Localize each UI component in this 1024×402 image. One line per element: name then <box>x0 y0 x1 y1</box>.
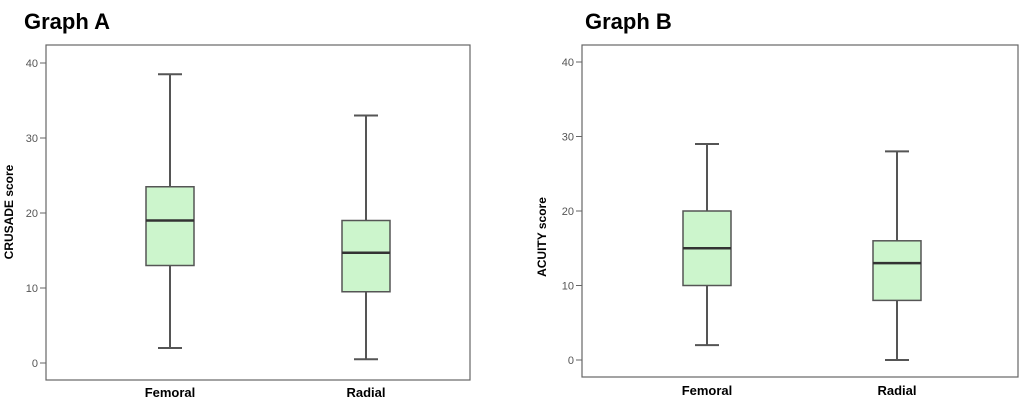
graph-a-plot-frame <box>45 44 471 381</box>
graph-a-panel: Graph A CRUSADE score Femoral Radial 0 10… <box>2 9 471 400</box>
graph-a-title: Graph A <box>24 9 110 34</box>
graph-a-category-label-femoral: Femoral <box>145 385 196 400</box>
graph-a-category-label-radial: Radial <box>346 385 385 400</box>
graph-a-y-tick-label: 0 <box>32 358 38 370</box>
graph-a-y-tick-label: 20 <box>26 208 38 220</box>
graph-b-y-tick-label: 0 <box>568 355 574 367</box>
graph-b-y-tick-label: 40 <box>562 57 574 69</box>
graph-b-y-tick-label: 20 <box>562 206 574 218</box>
graph-a-y-tick-label: 30 <box>26 133 38 145</box>
graph-a-femoral-box <box>145 186 195 267</box>
graph-b-category-label-radial: Radial <box>877 383 916 398</box>
graph-b-panel: Graph B ACUITY score Femoral Radial 0 10 2… <box>535 9 1019 398</box>
graph-b-y-axis-label: ACUITY score <box>535 197 549 277</box>
graph-a-y-axis-label: CRUSADE score <box>2 164 16 259</box>
graph-b-category-label-femoral: Femoral <box>682 383 733 398</box>
graph-b-plot-frame <box>581 44 1019 378</box>
graph-b-y-tick-label: 10 <box>562 281 574 293</box>
graph-b-radial-box <box>872 240 922 302</box>
graph-a-y-tick-label: 10 <box>26 283 38 295</box>
graph-a-y-tick-label: 40 <box>26 58 38 70</box>
graph-b-y-tick-label: 30 <box>562 132 574 144</box>
graph-b-title: Graph B <box>585 9 672 34</box>
graph-a-radial-box <box>341 219 391 293</box>
